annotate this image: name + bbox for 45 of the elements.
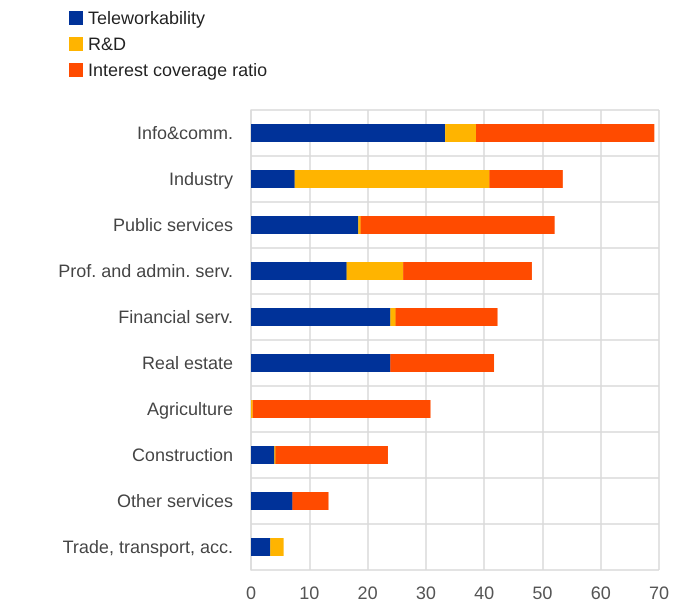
y-tick-label: Construction — [132, 445, 233, 465]
x-tick-label: 60 — [590, 583, 611, 603]
bar — [360, 216, 555, 234]
bar — [396, 308, 498, 326]
bar — [390, 354, 494, 372]
bar — [251, 446, 274, 464]
bar — [251, 216, 358, 234]
bar — [403, 262, 532, 280]
bar — [252, 400, 431, 418]
bar — [390, 308, 396, 326]
bar — [489, 170, 563, 188]
bar — [251, 170, 295, 188]
x-tick-label: 10 — [299, 583, 320, 603]
x-tick-label: 30 — [416, 583, 436, 603]
y-tick-label: Info&comm. — [136, 123, 233, 143]
x-tick-label: 0 — [246, 583, 256, 603]
y-tick-label: Financial serv. — [118, 307, 233, 327]
y-tick-label: Trade, transport, acc. — [62, 537, 233, 557]
bar — [292, 492, 329, 510]
legend-label: R&D — [88, 34, 126, 54]
y-tick-label: Agriculture — [146, 399, 233, 419]
bar — [275, 446, 388, 464]
x-tick-label: 20 — [358, 583, 378, 603]
bar — [445, 124, 476, 142]
x-tick-label: 50 — [532, 583, 552, 603]
x-tick-label: 70 — [648, 583, 670, 603]
bar — [251, 538, 270, 556]
bar — [476, 124, 654, 142]
bar — [251, 354, 390, 372]
bar — [358, 216, 361, 234]
x-tick-label: 40 — [474, 583, 494, 603]
bar — [251, 124, 446, 142]
y-tick-label: Real estate — [142, 353, 233, 373]
bar — [270, 538, 284, 556]
bar — [251, 492, 292, 510]
y-tick-label: Prof. and admin. serv. — [58, 261, 233, 281]
legend-label: Interest coverage ratio — [88, 60, 268, 80]
y-tick-label: Other services — [116, 491, 233, 511]
bar — [294, 170, 490, 188]
bar — [251, 308, 390, 326]
legend-label: Teleworkability — [88, 8, 206, 28]
y-tick-label: Industry — [168, 169, 233, 189]
bar — [346, 262, 404, 280]
y-tick-label: Public services — [112, 215, 233, 235]
bar — [251, 262, 347, 280]
